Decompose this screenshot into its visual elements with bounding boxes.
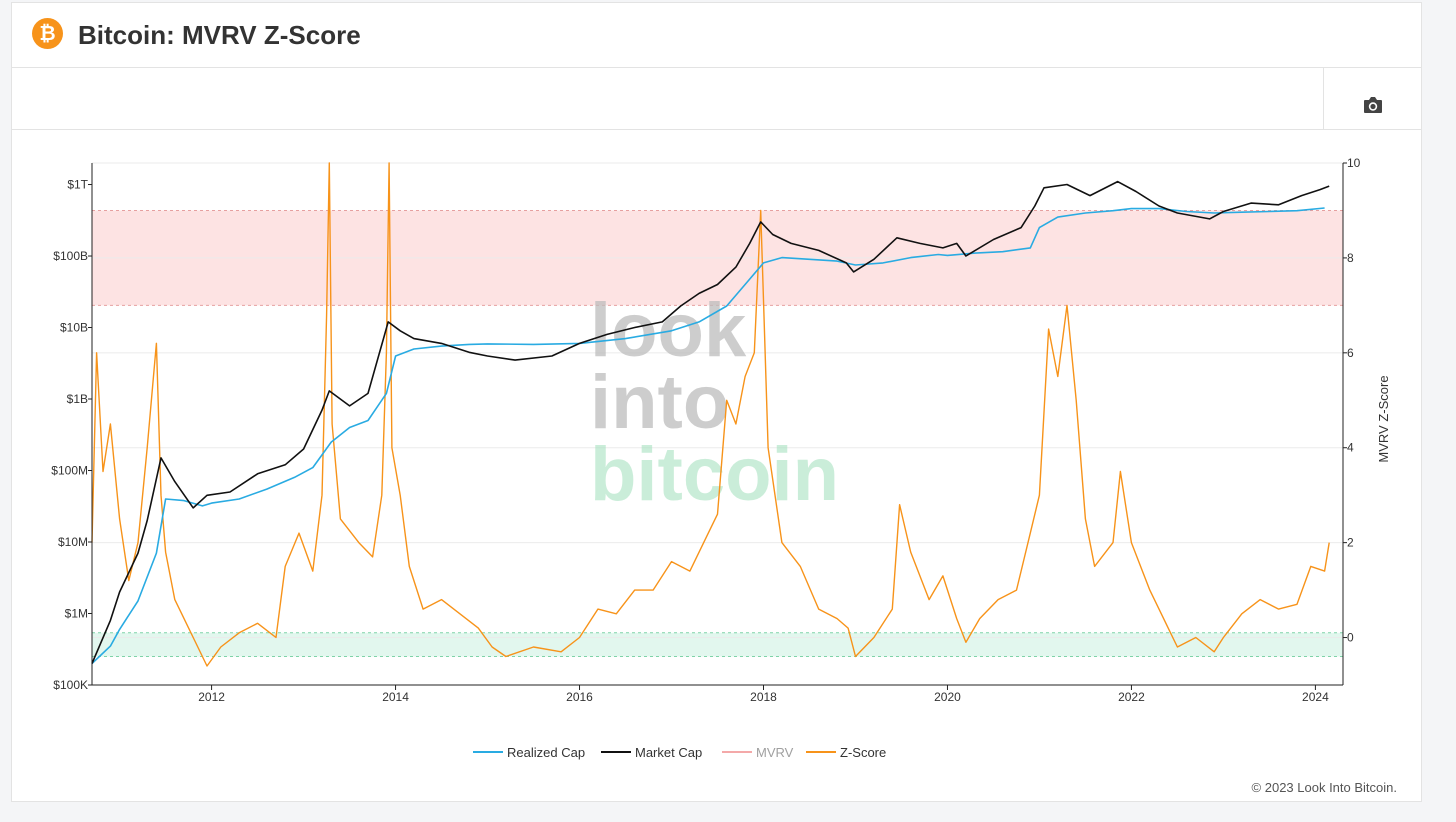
x-tick-label: 2016: [566, 690, 593, 704]
x-tick-label: 2024: [1302, 690, 1329, 704]
legend-label: Z-Score: [840, 745, 886, 760]
y-left-tick-label: $100M: [51, 464, 88, 478]
y-left-tick-label: $1B: [67, 392, 88, 406]
chart-toolbar: [12, 67, 1421, 130]
watermark-bitcoin: bitcoin: [590, 432, 839, 517]
buy-zone: [92, 632, 1343, 657]
bitcoin-logo-icon: ₿: [32, 18, 63, 49]
y-left-tick-label: $100B: [53, 249, 88, 263]
toolbar-divider: [1323, 67, 1324, 129]
y-left-tick-label: $1M: [65, 607, 88, 621]
x-tick-label: 2022: [1118, 690, 1145, 704]
header: ₿ Bitcoin: MVRV Z-Score: [12, 3, 1421, 68]
y-right-tick-label: 0: [1347, 631, 1354, 645]
x-tick-label: 2020: [934, 690, 961, 704]
x-tick-label: 2014: [382, 690, 409, 704]
x-tick-label: 2018: [750, 690, 777, 704]
y-right-tick-label: 8: [1347, 251, 1354, 265]
y-left-tick-label: $1T: [67, 178, 88, 192]
page-title: Bitcoin: MVRV Z-Score: [78, 20, 361, 50]
y-right-tick-label: 4: [1347, 441, 1354, 455]
series-line-z-score: [91, 162, 1330, 667]
y-right-tick-label: 2: [1347, 536, 1354, 550]
camera-icon-glyph: [1364, 97, 1382, 113]
watermark-look: look: [590, 288, 747, 373]
watermark-into: into: [590, 360, 729, 445]
y-left-tick-label: $10B: [60, 321, 88, 335]
y-right-tick-label: 10: [1347, 156, 1361, 170]
legend-label: Market Cap: [635, 745, 702, 760]
y-right-tick-label: 6: [1347, 346, 1354, 360]
x-tick-label: 2012: [198, 690, 225, 704]
legend-label: Realized Cap: [507, 745, 585, 760]
series-line-realized-cap: [91, 207, 1325, 665]
chart-card: ₿ Bitcoin: MVRV Z-Score © 2023 Look Into…: [11, 2, 1422, 802]
y-left-tick-label: $100K: [53, 678, 88, 692]
legend-label: MVRV: [756, 745, 794, 760]
y-left-tick-label: $10M: [58, 535, 88, 549]
camera-icon[interactable]: [1362, 95, 1384, 115]
y-right-axis-title: MVRV Z-Score: [1376, 375, 1391, 462]
series-line-market-cap: [91, 180, 1330, 664]
copyright-text: © 2023 Look Into Bitcoin.: [1251, 780, 1397, 795]
